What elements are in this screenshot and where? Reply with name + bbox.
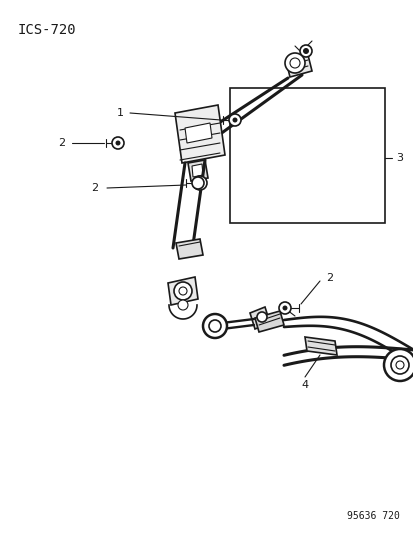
Polygon shape — [192, 164, 202, 177]
Circle shape — [178, 287, 187, 295]
Circle shape — [178, 300, 188, 310]
Polygon shape — [185, 123, 211, 143]
Text: 95636 720: 95636 720 — [346, 511, 399, 521]
Circle shape — [173, 282, 192, 300]
Circle shape — [302, 48, 308, 54]
Circle shape — [299, 45, 311, 57]
Text: 2: 2 — [58, 138, 65, 148]
Polygon shape — [304, 337, 336, 355]
Circle shape — [202, 314, 226, 338]
Circle shape — [390, 356, 408, 374]
Circle shape — [228, 114, 240, 126]
Polygon shape — [249, 307, 269, 329]
Circle shape — [284, 53, 304, 73]
Circle shape — [112, 137, 124, 149]
Circle shape — [282, 305, 287, 311]
Bar — [230, 88, 384, 223]
Circle shape — [115, 141, 120, 146]
Polygon shape — [188, 160, 207, 181]
Polygon shape — [254, 311, 283, 332]
Text: 2: 2 — [325, 273, 333, 283]
Text: 1: 1 — [116, 108, 123, 118]
Circle shape — [197, 180, 202, 186]
Circle shape — [395, 361, 403, 369]
Circle shape — [289, 58, 299, 68]
Text: 3: 3 — [396, 153, 403, 163]
Circle shape — [209, 320, 221, 332]
Polygon shape — [168, 277, 197, 305]
Polygon shape — [175, 105, 224, 163]
Circle shape — [278, 302, 290, 314]
Circle shape — [383, 349, 413, 381]
Polygon shape — [176, 239, 202, 259]
Circle shape — [232, 117, 237, 123]
Circle shape — [192, 176, 206, 190]
Circle shape — [192, 177, 204, 189]
Circle shape — [256, 312, 266, 322]
Text: 4: 4 — [301, 380, 308, 390]
Text: ICS-720: ICS-720 — [18, 23, 76, 37]
Text: 2: 2 — [91, 183, 98, 193]
Polygon shape — [285, 55, 311, 77]
